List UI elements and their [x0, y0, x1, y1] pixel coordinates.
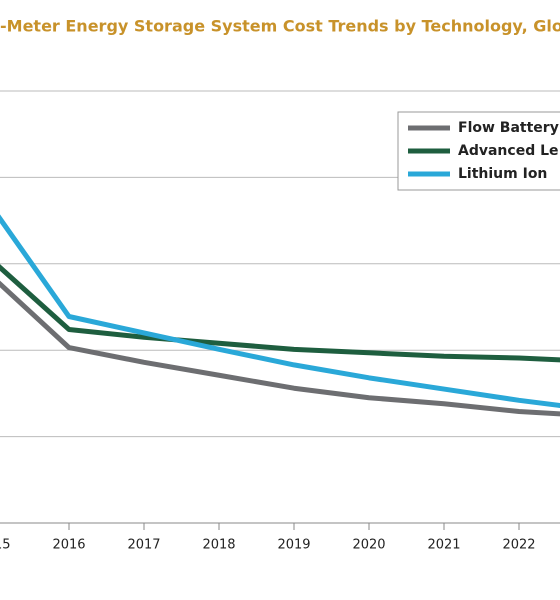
legend-label: Flow Battery [458, 120, 559, 136]
x-tick-label: 2015 [0, 538, 11, 553]
x-tick-label: 2021 [427, 538, 460, 553]
legend-label: Lithium Ion [458, 166, 547, 182]
series-line [0, 264, 560, 363]
x-tick-label: 2017 [127, 538, 160, 553]
series-line [0, 214, 560, 409]
x-tick-label: 2019 [277, 538, 310, 553]
x-tick-label: 2020 [352, 538, 385, 553]
x-tick-label: 2016 [52, 538, 85, 553]
x-tick-label: 2018 [202, 538, 235, 553]
chart-title: -Meter Energy Storage System Cost Trends… [0, 17, 560, 36]
legend-label: Advanced Le [458, 143, 559, 159]
series-line [0, 280, 560, 417]
x-tick-label: 2022 [502, 538, 535, 553]
